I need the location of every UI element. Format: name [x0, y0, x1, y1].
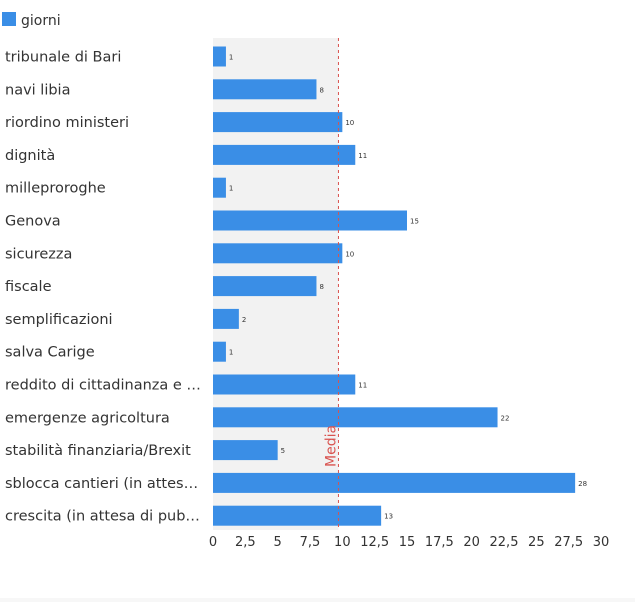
- category-label: dignità: [5, 148, 55, 164]
- data-label: 5: [281, 447, 285, 455]
- legend-swatch: [2, 12, 16, 26]
- bar: [213, 177, 226, 198]
- category-label: Genova: [5, 214, 61, 230]
- x-tick-label: 2,5: [235, 535, 256, 550]
- category-label: reddito di cittadinanza e …: [5, 378, 201, 394]
- bar: [213, 440, 278, 461]
- x-tick-label: 5: [274, 535, 282, 550]
- x-tick-label: 20: [463, 535, 480, 550]
- data-label: 10: [345, 119, 354, 127]
- legend-label: giorni: [21, 13, 61, 29]
- data-label: 22: [501, 414, 510, 422]
- data-label: 11: [358, 152, 367, 160]
- bar: [213, 374, 356, 395]
- x-tick-label: 15: [399, 535, 416, 550]
- data-label: 1: [229, 54, 233, 62]
- bar: [213, 407, 498, 428]
- category-label: salva Carige: [5, 345, 95, 361]
- data-label: 10: [345, 250, 354, 258]
- x-axis-ticks: 0 2,5 5 7,5 10 12,5 15 17,5 20 22,5 25 27,5 30: [209, 535, 609, 550]
- category-label: sicurezza: [5, 246, 72, 262]
- data-label: 1: [229, 349, 233, 357]
- category-label: navi libia: [5, 82, 70, 98]
- x-tick-label: 22,5: [490, 535, 519, 550]
- data-label: 1: [229, 185, 233, 193]
- x-tick-label: 12,5: [360, 535, 389, 550]
- bar: [213, 210, 407, 231]
- x-tick-label: 27,5: [554, 535, 583, 550]
- bar: [213, 144, 356, 165]
- category-label: milleproroghe: [5, 181, 106, 197]
- data-label: 15: [410, 218, 419, 226]
- bar: [213, 112, 343, 133]
- bar: [213, 308, 239, 329]
- x-tick-label: 10: [334, 535, 351, 550]
- data-label: 2: [242, 316, 246, 324]
- average-label: Media: [323, 425, 339, 467]
- x-tick-label: 7,5: [300, 535, 321, 550]
- data-label: 28: [578, 480, 587, 488]
- x-tick-label: 0: [209, 535, 217, 550]
- category-label: tribunale di Bari: [5, 50, 121, 66]
- category-label: semplificazioni: [5, 312, 113, 328]
- category-label: riordino ministeri: [5, 115, 129, 131]
- category-label: emergenze agricoltura: [5, 410, 170, 426]
- bar: [213, 276, 317, 297]
- bar: [213, 472, 576, 493]
- bar: [213, 46, 226, 67]
- legend: giorni: [2, 12, 61, 29]
- x-tick-label: 17,5: [425, 535, 454, 550]
- bar: [213, 243, 343, 264]
- bar: [213, 79, 317, 100]
- x-tick-label: 30: [593, 535, 610, 550]
- category-label: stabilità finanziaria/Brexit: [5, 443, 191, 459]
- data-label: 13: [384, 513, 393, 521]
- bar: [213, 505, 382, 526]
- data-label: 8: [319, 283, 323, 291]
- category-label: fiscale: [5, 279, 52, 295]
- bar: [213, 341, 226, 362]
- data-label: 8: [319, 86, 323, 94]
- x-tick-label: 25: [528, 535, 545, 550]
- data-label: 11: [358, 382, 367, 390]
- category-label: sblocca cantieri (in attes…: [5, 476, 198, 492]
- category-labels: tribunale di Bari navi libia riordino mini…: [5, 50, 201, 525]
- bars: [213, 46, 576, 526]
- category-label: crescita (in attesa di pub…: [5, 509, 200, 525]
